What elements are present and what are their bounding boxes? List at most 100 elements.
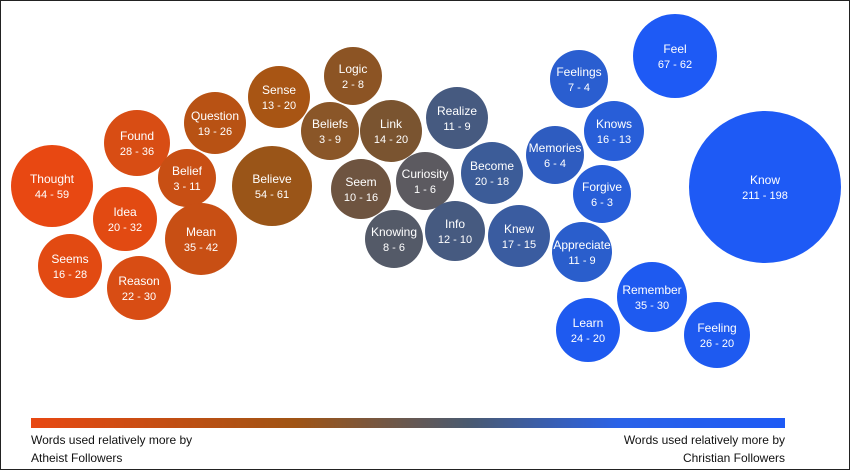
bubble-logic: Logic 2 - 8 <box>324 47 382 105</box>
bubble-word-info: Info <box>445 217 465 231</box>
bubble-counts-feeling: 26 - 20 <box>700 338 734 350</box>
bubble-word-logic: Logic <box>339 62 368 76</box>
bubble-word-found: Found <box>120 129 154 143</box>
bubble-word-knows: Knows <box>596 117 632 131</box>
bubble-counts-forgive: 6 - 3 <box>591 197 613 209</box>
bubble-mean: Mean 35 - 42 <box>165 203 237 275</box>
bubble-believe: Believe 54 - 61 <box>232 146 312 226</box>
bubble-counts-belief: 3 - 11 <box>173 181 200 193</box>
bubble-circle-appreciate <box>552 222 612 282</box>
bubble-word-feel: Feel <box>663 42 686 56</box>
bubble-counts-idea: 20 - 32 <box>108 222 142 234</box>
bubble-curiosity: Curiosity 1 - 6 <box>396 152 454 210</box>
bubble-seem: Seem 10 - 16 <box>331 159 391 219</box>
bubble-circle-info <box>425 201 485 261</box>
bubble-counts-learn: 24 - 20 <box>571 333 605 345</box>
bubble-counts-believe: 54 - 61 <box>255 189 289 201</box>
bubble-counts-remember: 35 - 30 <box>635 300 669 312</box>
legend-christian-line2: Christian Followers <box>682 451 785 465</box>
bubble-circle-knowing <box>365 210 423 268</box>
bubble-circle-know <box>689 111 841 263</box>
legend-atheist-line1: Words used relatively more by <box>31 433 193 447</box>
bubble-circle-feelings <box>550 50 608 108</box>
bubble-counts-question: 19 - 26 <box>198 126 232 138</box>
bubble-counts-seem: 10 - 16 <box>344 192 378 204</box>
bubble-belief: Belief 3 - 11 <box>158 149 216 207</box>
bubble-counts-found: 28 - 36 <box>120 146 154 158</box>
bubble-circle-reason <box>107 256 171 320</box>
bubble-circle-knows <box>584 101 644 161</box>
bubble-word-forgive: Forgive <box>582 180 622 194</box>
bubble-appreciate: Appreciate 11 - 9 <box>552 222 612 282</box>
bubble-circle-found <box>104 110 170 176</box>
bubble-counts-knew: 17 - 15 <box>502 239 536 251</box>
bubble-feeling: Feeling 26 - 20 <box>684 302 750 368</box>
bubble-word-know: Know <box>750 173 780 187</box>
bubble-circle-sense <box>248 66 310 128</box>
bubble-counts-memories: 6 - 4 <box>544 158 566 170</box>
bubble-circle-knew <box>488 205 550 267</box>
bubble-word-seem: Seem <box>345 175 376 189</box>
legend-atheist: Words used relatively more by Atheist Fo… <box>31 431 192 467</box>
bubble-word-become: Become <box>470 159 514 173</box>
bubble-word-curiosity: Curiosity <box>402 167 449 181</box>
bubble-knows: Knows 16 - 13 <box>584 101 644 161</box>
bubble-counts-info: 12 - 10 <box>438 234 472 246</box>
bubble-word-reason: Reason <box>118 274 159 288</box>
bubble-word-appreciate: Appreciate <box>553 238 611 252</box>
bubble-feelings: Feelings 7 - 4 <box>550 50 608 108</box>
bubble-circle-idea <box>93 187 157 251</box>
bubble-word-question: Question <box>191 109 239 123</box>
bubble-reason: Reason 22 - 30 <box>107 256 171 320</box>
bubble-circle-remember <box>617 262 687 332</box>
bubble-word-memories: Memories <box>529 141 582 155</box>
bubble-counts-appreciate: 11 - 9 <box>568 255 595 267</box>
bubble-counts-become: 20 - 18 <box>475 176 509 188</box>
bubble-counts-thought: 44 - 59 <box>35 189 69 201</box>
bubble-remember: Remember 35 - 30 <box>617 262 687 332</box>
bubble-forgive: Forgive 6 - 3 <box>573 165 631 223</box>
bubble-know: Know 211 - 198 <box>689 111 841 263</box>
bubble-counts-curiosity: 1 - 6 <box>414 184 436 196</box>
bubble-circle-feel <box>633 14 717 98</box>
bubble-circle-become <box>461 142 523 204</box>
bubble-counts-feel: 67 - 62 <box>658 59 692 71</box>
bubble-beliefs: Beliefs 3 - 9 <box>301 102 359 160</box>
bubble-word-beliefs: Beliefs <box>312 117 348 131</box>
bubble-counts-sense: 13 - 20 <box>262 100 296 112</box>
bubble-thought: Thought 44 - 59 <box>11 145 93 227</box>
bubble-link: Link 14 - 20 <box>360 100 422 162</box>
bubble-counts-seems: 16 - 28 <box>53 269 87 281</box>
bubble-knew: Knew 17 - 15 <box>488 205 550 267</box>
legend-christian: Words used relatively more by Christian … <box>624 431 785 467</box>
bubble-circle-realize <box>426 87 488 149</box>
bubble-word-learn: Learn <box>573 316 604 330</box>
bubble-seems: Seems 16 - 28 <box>38 234 102 298</box>
bubble-circle-curiosity <box>396 152 454 210</box>
bubble-word-thought: Thought <box>30 172 75 186</box>
legend-atheist-line2: Atheist Followers <box>31 451 123 465</box>
bubble-realize: Realize 11 - 9 <box>426 87 488 149</box>
bubble-found: Found 28 - 36 <box>104 110 170 176</box>
bubble-memories: Memories 6 - 4 <box>526 126 584 184</box>
bubble-circle-mean <box>165 203 237 275</box>
legend-christian-line1: Words used relatively more by <box>623 433 785 447</box>
bubble-idea: Idea 20 - 32 <box>93 187 157 251</box>
bubble-counts-know: 211 - 198 <box>742 190 788 202</box>
bubble-word-believe: Believe <box>252 172 292 186</box>
bubble-info: Info 12 - 10 <box>425 201 485 261</box>
bubble-question: Question 19 - 26 <box>184 92 246 154</box>
bubble-word-idea: Idea <box>113 205 137 219</box>
bubble-counts-realize: 11 - 9 <box>443 121 470 133</box>
bubble-word-belief: Belief <box>172 164 203 178</box>
bubble-word-knowing: Knowing <box>371 225 417 239</box>
bubble-counts-logic: 2 - 8 <box>342 79 364 91</box>
bubble-chart: Thought 44 - 59 Found 28 - 36 Idea 20 - 32 See… <box>11 14 841 368</box>
bubble-word-feelings: Feelings <box>556 65 601 79</box>
bubble-word-knew: Knew <box>504 222 534 236</box>
bubble-counts-reason: 22 - 30 <box>122 291 156 303</box>
bubble-learn: Learn 24 - 20 <box>556 298 620 362</box>
bubble-circle-beliefs <box>301 102 359 160</box>
bubble-word-remember: Remember <box>622 283 681 297</box>
